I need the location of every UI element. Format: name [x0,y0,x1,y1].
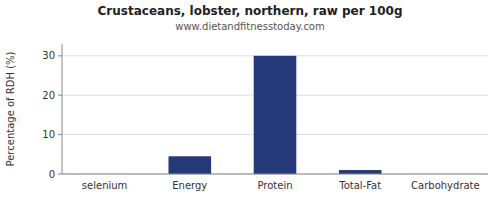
y-tick [58,134,62,135]
bar [339,170,382,174]
title: Crustaceans, lobster, northern, raw per … [98,4,403,18]
x-tick-label: Carbohydrate [411,180,480,191]
y-tick-label: 10 [42,129,55,140]
y-tick-label: 20 [42,90,55,101]
y-tick [58,95,62,96]
y-tick [58,174,62,175]
x-tick-label: Total-Fat [338,180,381,191]
subtitle: www.dietandfitnesstoday.com [175,21,324,32]
chart-svg: Crustaceans, lobster, northern, raw per … [0,0,500,200]
x-tick-label: selenium [82,180,128,191]
x-axis-line [62,174,488,175]
bar [254,56,297,174]
y-tick [58,55,62,56]
grid-line [62,174,488,175]
x-tick-label: Energy [172,180,207,191]
y-axis-line [62,44,63,174]
y-grid [62,56,488,174]
chart-container: Crustaceans, lobster, northern, raw per … [0,0,500,200]
x-tick-label: Protein [257,180,292,191]
y-tick-label: 30 [42,50,55,61]
bar [169,156,212,174]
y-axis-label: Percentage of RDH (%) [5,51,16,166]
y-tick-label: 0 [49,169,55,180]
bars [169,56,382,174]
